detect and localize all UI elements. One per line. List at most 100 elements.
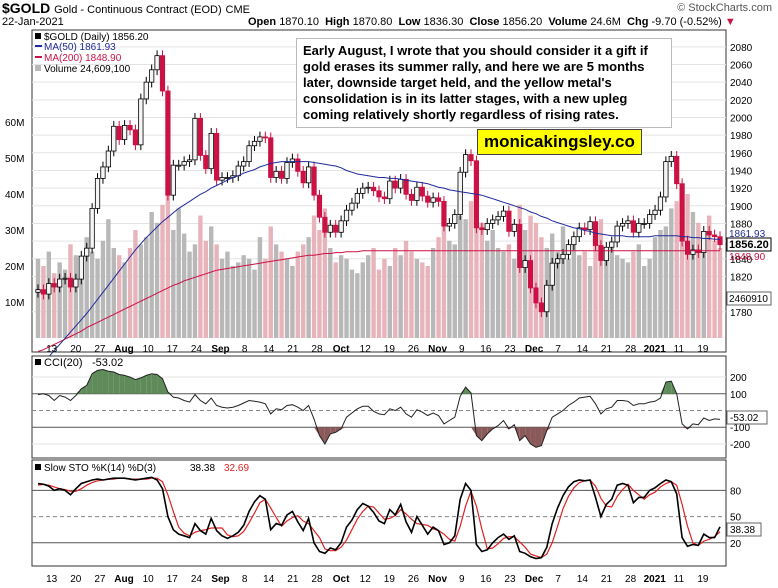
x-tick-label: Sep [211,344,229,355]
x-tick-label: 10 [143,344,155,355]
x-tick-label: Nov [428,344,447,355]
volume-bar [501,251,506,338]
volume-bar [447,240,452,338]
candle-body [278,170,285,179]
volume-bar [295,251,301,338]
price-tick-label: 1960 [730,149,753,160]
x-tick-label: Oct [333,344,350,355]
sto-tick-label: 20 [730,539,742,550]
cci-tick-label: 100 [730,390,747,401]
candle-body [425,195,431,203]
candle-body [159,55,166,92]
volume-tag-box [726,291,772,306]
cci-overbought-fill [146,373,152,394]
candle-body [571,236,577,246]
volume-bar [301,244,306,338]
candle-body [533,287,539,304]
legend-price: $GOLD (Daily) 1856.20 [44,32,149,43]
candle-body [609,241,615,248]
volume-bar [306,237,311,338]
cci-tick-label: -200 [730,440,750,451]
candle-body [57,278,63,288]
sto-panel: 80 50 20 [31,459,742,567]
volume-bar [696,222,701,338]
candle-body [690,249,696,255]
x-tick-label: 28 [625,574,637,585]
candle-body [647,214,653,224]
volume-bar [214,244,219,338]
x-axis-mid: 13 20 27 Aug 10 17 24 Sep 8 14 21 28 Oct 12 19 26 Nov 9 16… [46,344,709,355]
candle-body [625,220,631,224]
x-tick-label: 14 [263,344,275,355]
candle-body [105,150,111,168]
legend-swatch-volume [35,65,41,71]
candle-body [430,197,436,203]
volume-bar [577,255,582,338]
candle-body [522,260,528,268]
x-tick-label: Dec [525,574,544,585]
candle-body [181,161,187,166]
candle-body [192,117,198,161]
x-tick-label: 16 [480,344,492,355]
x-tick-label: 24 [191,574,203,585]
candle-body [84,247,90,257]
candle-body [40,289,47,295]
volume-bar [290,266,295,338]
cci-overbought-fill [157,374,163,394]
x-tick-label: 14 [577,574,589,585]
x-tick-label: 2021 [644,344,667,355]
candle-body [484,223,490,231]
volume-bar [344,258,349,338]
dropdown-triangle-icon[interactable]: ▼ [724,16,736,28]
ma-tags: 1861.93 1848.90 [729,229,766,263]
close-label: Close [469,16,500,28]
volume-bar [219,258,225,338]
candle-body [35,289,41,293]
candle-body [316,194,323,218]
sto-grid [32,489,726,544]
candle-body [674,155,680,185]
x-tick-label: 23 [504,344,516,355]
volume-bar [642,266,647,338]
x-tick-label: 9 [459,574,465,585]
sto-tag: 38.38 [726,522,762,537]
x-tick-label: 11 [674,344,685,355]
volume-value: 24.6M [590,16,621,28]
candle-body [100,166,106,179]
volume-tag: 2460910 [726,291,772,306]
volume-tag-text: 2460910 [729,294,768,305]
cci-overbought-fill [471,392,477,394]
candle-body [300,170,306,184]
cci-tag-text: -53.02 [730,413,759,424]
candle-body [603,246,609,261]
price-tick-label: 1840 [730,255,753,266]
cci-tag: -53.02 [726,410,768,425]
candle-body [549,262,555,286]
volume-bar [127,248,133,338]
volume-bar [560,226,566,338]
candle-body [138,98,144,146]
cci-axis: 200 100 -100 -200 [730,373,750,451]
volume-bar [165,165,171,338]
x-tick-label: 10 [143,574,155,585]
change-label: Chg [627,16,649,28]
cci-panel-frame [31,355,727,459]
legend-ma50: MA(50) 1861.93 [44,42,116,53]
volume-bar [420,262,425,338]
price-tick-label: 2080 [730,43,753,54]
x-tick-label: 28 [625,344,637,355]
x-tick-label: 17 [167,344,179,355]
volume-bar [230,266,236,338]
candle-body [203,155,209,170]
candle-body [132,129,139,146]
x-tick-label: 7 [555,574,561,585]
volume-label: Volume [548,16,588,28]
price-tick-label: 2020 [730,96,753,107]
candle-body [387,180,393,200]
volume-bar [225,251,230,338]
x-tick-label: 8 [242,574,248,585]
volume-bars [35,165,723,338]
candle-body [127,125,133,131]
volume-bar [149,212,154,338]
